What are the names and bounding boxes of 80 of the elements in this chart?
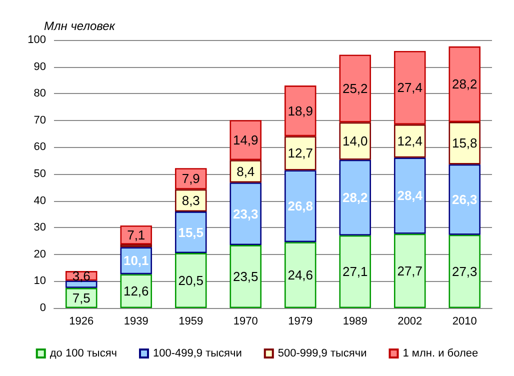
bar bbox=[394, 158, 426, 234]
data-label: 27,4 bbox=[397, 80, 423, 96]
data-label: 8,4 bbox=[236, 164, 255, 179]
y-tick-label: 70 bbox=[34, 114, 46, 126]
data-label: 7,5 bbox=[72, 290, 90, 306]
legend-label: 100-499,9 тысячи bbox=[153, 348, 242, 360]
bar bbox=[230, 120, 262, 160]
y-tick-label: 10 bbox=[34, 275, 46, 288]
data-label: 7,1 bbox=[127, 227, 146, 242]
bar bbox=[284, 170, 316, 242]
x-tick-label: 1959 bbox=[178, 316, 204, 328]
y-tick-label: 0 bbox=[40, 302, 46, 314]
bar bbox=[448, 46, 481, 122]
data-label: 28,2 bbox=[342, 190, 368, 206]
bar bbox=[175, 168, 207, 190]
legend-label: 1 млн. и более bbox=[402, 348, 478, 360]
data-label: 3,6 bbox=[72, 268, 90, 284]
y-tick-label: 40 bbox=[34, 194, 46, 207]
bar bbox=[230, 160, 262, 183]
data-label: 27,3 bbox=[452, 264, 478, 279]
bar bbox=[394, 234, 426, 308]
data-label: 27,1 bbox=[342, 264, 368, 280]
data-label: 24,6 bbox=[288, 268, 314, 283]
y-tick-label: 60 bbox=[34, 141, 46, 154]
legend-label: до 100 тысяч bbox=[50, 348, 118, 360]
y-tick-label: 20 bbox=[34, 248, 46, 260]
x-tick-label: 1970 bbox=[233, 316, 258, 328]
data-label: 12,4 bbox=[397, 134, 423, 149]
legend-label: 500-999,9 тысячи bbox=[278, 348, 367, 360]
bar bbox=[448, 122, 481, 164]
bar bbox=[448, 234, 481, 308]
bar bbox=[230, 182, 262, 246]
y-axis-title: Млн человек bbox=[44, 19, 116, 33]
bar bbox=[394, 124, 426, 158]
data-label: 12,7 bbox=[288, 146, 314, 161]
bar bbox=[65, 280, 98, 288]
data-label: 28,2 bbox=[452, 76, 478, 92]
data-label: 15,5 bbox=[178, 224, 204, 240]
data-label: 14,9 bbox=[232, 132, 258, 148]
data-label: 10,1 bbox=[123, 253, 149, 268]
data-label: 26,8 bbox=[288, 198, 314, 214]
x-tick-label: 1939 bbox=[124, 316, 148, 328]
data-label: 14,0 bbox=[342, 134, 368, 149]
x-tick-label: 2002 bbox=[398, 316, 422, 328]
bar bbox=[394, 50, 426, 124]
bar bbox=[339, 235, 372, 308]
data-label: 26,3 bbox=[452, 192, 478, 208]
bar bbox=[339, 160, 372, 236]
x-tick-label: 1989 bbox=[342, 316, 368, 328]
bar bbox=[230, 245, 262, 308]
x-tick-label: 1979 bbox=[288, 316, 313, 328]
data-label: 28,4 bbox=[397, 188, 424, 204]
y-tick-label: 80 bbox=[34, 88, 46, 100]
bar bbox=[448, 164, 481, 235]
bar bbox=[284, 86, 316, 136]
bar bbox=[65, 288, 98, 308]
data-label: 15,8 bbox=[452, 136, 478, 151]
data-label: 7,9 bbox=[182, 171, 200, 186]
data-label: 20,5 bbox=[178, 273, 204, 288]
bar bbox=[339, 122, 372, 160]
x-tick-label: 2010 bbox=[452, 316, 477, 328]
bar bbox=[284, 242, 316, 308]
data-label: 23,3 bbox=[232, 206, 258, 222]
data-label: 27,7 bbox=[397, 263, 423, 278]
data-label: 18,9 bbox=[288, 103, 314, 118]
y-tick-label: 100 bbox=[28, 34, 46, 46]
y-tick-label: 30 bbox=[34, 222, 46, 234]
bar bbox=[120, 274, 152, 308]
data-label: 8,3 bbox=[182, 192, 200, 208]
data-label: 25,2 bbox=[342, 81, 368, 96]
bar bbox=[175, 212, 207, 254]
bar bbox=[120, 225, 152, 244]
y-tick-label: 50 bbox=[34, 168, 46, 180]
bar bbox=[284, 136, 316, 170]
data-label: 12,6 bbox=[123, 284, 149, 299]
x-tick-label: 1926 bbox=[69, 316, 94, 328]
data-label: 23,5 bbox=[232, 269, 258, 284]
y-tick-label: 90 bbox=[34, 60, 46, 73]
bar bbox=[339, 54, 372, 122]
bar bbox=[175, 253, 207, 308]
